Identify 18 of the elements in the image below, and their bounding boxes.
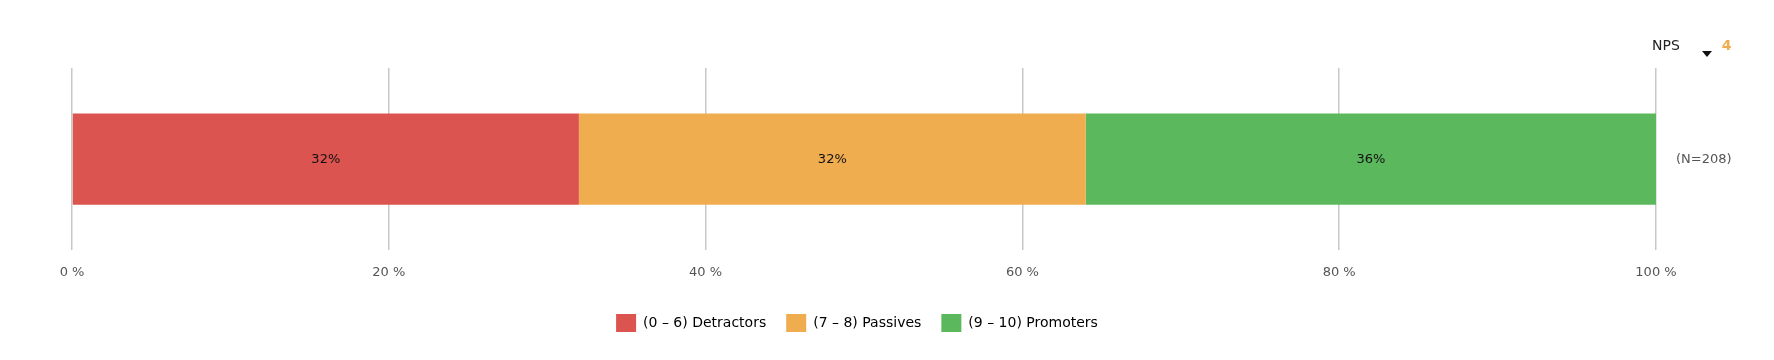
- x-tick-label: 40 %: [689, 263, 723, 279]
- x-tick-label: 60 %: [1005, 263, 1039, 279]
- x-tick-label: 100 %: [1635, 263, 1677, 279]
- data-label: 36%: [1356, 150, 1386, 166]
- x-tick-label: 20 %: [372, 263, 406, 279]
- bar: [72, 113, 579, 205]
- text: NPS: [1652, 36, 1680, 53]
- text: (N=208): [1676, 150, 1732, 166]
- data-label: 32%: [311, 150, 341, 166]
- legend-label: (7 – 8) Passives: [813, 313, 922, 330]
- bar: [578, 113, 1086, 205]
- x-tick-label: 0 %: [59, 263, 85, 279]
- data-label: 32%: [817, 150, 847, 166]
- bar: [1085, 113, 1656, 205]
- text: 4: [1721, 36, 1732, 53]
- legend-label: (0 – 6) Detractors: [643, 313, 767, 330]
- x-tick-label: 80 %: [1322, 263, 1356, 279]
- legend-label: (9 – 10) Promoters: [968, 313, 1098, 330]
